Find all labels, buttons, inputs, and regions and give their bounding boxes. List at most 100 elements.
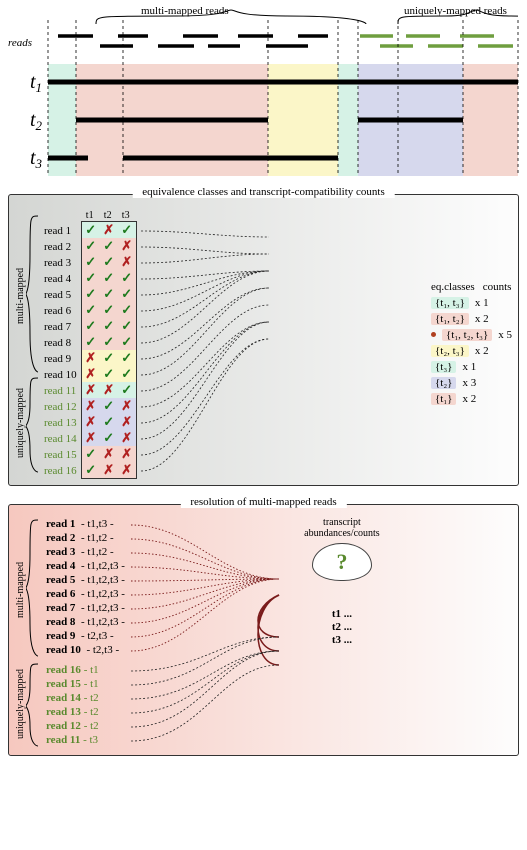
tick-icon: ✓ [82,222,100,238]
reads-axis-label: reads [8,37,46,49]
matrix-row: ✓✓✗ [82,254,136,270]
tick-icon: ✓ [100,318,118,334]
matrix-row: ✓✓✓ [82,286,136,302]
read-label: read 2 [44,239,77,255]
matrix-row: ✗✓✗ [82,398,136,414]
read-label: read 15 [44,447,77,463]
transcripts-svg: t1t2t3 [46,60,518,180]
matrix-row: ✓✗✗ [82,462,136,478]
read-label: read 10 [44,367,77,383]
dot-icon [431,332,436,337]
cross-icon: ✗ [118,254,136,270]
eq-header-classes: eq.classes [431,281,475,293]
cross-icon: ✗ [82,414,100,430]
tick-icon: ✓ [118,270,136,286]
res-row: read 5 - t1,t2,t3 - [46,573,125,587]
eq-row: {t₁, t₃}x 1 [431,295,512,310]
tick-icon: ✓ [82,334,100,350]
matrix-row: ✓✓✓ [82,334,136,350]
read-label: read 7 [44,319,77,335]
read-label: read 6 [44,303,77,319]
res-row: read 2 - t1,t2 - [46,531,125,545]
left-braces-icon [26,214,40,474]
col-header: t1 [81,210,99,221]
tick-icon: ✓ [100,414,118,430]
tick-icon: ✓ [82,462,100,478]
matrix-row: ✓✗✗ [82,446,136,462]
read-label: read 8 [44,335,77,351]
res-row: read 13 - t2 [46,705,125,719]
tick-icon: ✓ [100,366,118,382]
res-panel-title: resolution of multi-mapped reads [180,496,346,508]
tick-icon: ✓ [82,238,100,254]
read-label: read 12 [44,399,77,415]
eq-panel-title: equivalence classes and transcript-compa… [132,186,395,198]
matrix-row: ✗✓✗ [82,414,136,430]
read-label: read 3 [44,255,77,271]
cross-icon: ✗ [100,462,118,478]
cross-icon: ✗ [82,430,100,446]
tick-icon: ✓ [100,302,118,318]
unique-label: uniquely-mapped reads [404,5,507,17]
read-label: read 16 [44,463,77,479]
eq-panel: equivalence classes and transcript-compa… [8,194,519,486]
output-transcripts: t1 ...t2 ...t3 ... [332,607,352,647]
res-row: read 1 - t1,t3 - [46,517,125,531]
tick-icon: ✓ [82,270,100,286]
cloud-icon: ? [312,543,372,581]
side-unique: uniquely-mapped [15,377,26,469]
tick-icon: ✓ [82,286,100,302]
matrix-row: ✗✓✗ [82,430,136,446]
tick-icon: ✓ [100,254,118,270]
tick-icon: ✓ [100,238,118,254]
tick-icon: ✓ [100,430,118,446]
matrix-row: ✓✓✓ [82,318,136,334]
tick-icon: ✓ [118,334,136,350]
tick-icon: ✓ [82,318,100,334]
matrix-row: ✗✓✓ [82,350,136,366]
tick-icon: ✓ [118,302,136,318]
out-transcript: t3 ... [332,634,352,646]
matrix-grid: ✓✗✓✓✓✗✓✓✗✓✓✓✓✓✓✓✓✓✓✓✓✓✓✓✗✓✓✗✓✓✗✗✓✗✓✗✗✓✗✗… [81,221,137,479]
read-labels: read 1read 2read 3read 4read 5read 6read… [44,210,77,479]
res-row: read 9 - t2,t3 - [46,629,125,643]
res-row: read 6 - t1,t2,t3 - [46,587,125,601]
read-label: read 1 [44,223,77,239]
tick-icon: ✓ [100,286,118,302]
res-row: read 15 - t1 [46,677,125,691]
res-side-multi: multi-mapped [15,521,26,659]
cross-icon: ✗ [118,398,136,414]
cross-icon: ✗ [118,414,136,430]
tick-icon: ✓ [82,302,100,318]
eq-count: x 3 [462,377,476,389]
multi-label: multi-mapped reads [141,5,229,17]
res-row: read 12 - t2 [46,719,125,733]
cross-icon: ✗ [82,350,100,366]
tick-icon: ✓ [82,446,100,462]
matrix-row: ✓✓✓ [82,302,136,318]
cross-icon: ✗ [100,446,118,462]
cross-icon: ✗ [82,382,100,398]
eq-count: x 1 [475,297,489,309]
cross-icon: ✗ [100,382,118,398]
eq-count: x 2 [475,313,489,325]
res-row: read 11 - t3 [46,733,125,747]
eq-count: x 5 [498,329,512,341]
cross-icon: ✗ [82,398,100,414]
eq-set: {t₁} [431,393,456,405]
eq-set: {t₁, t₂, t₃} [442,329,492,341]
tick-icon: ✓ [118,286,136,302]
eq-set: {t₃} [431,361,456,373]
eq-count: x 1 [462,361,476,373]
tick-icon: ✓ [100,350,118,366]
matrix-row: ✓✗✓ [82,222,136,238]
tick-icon: ✓ [100,398,118,414]
cloud-q: ? [336,549,347,575]
matrix-row: ✗✗✓ [82,382,136,398]
res-row: read 10 - t2,t3 - [46,643,125,657]
res-side-unique: uniquely-mapped [15,663,26,745]
cross-icon: ✗ [118,238,136,254]
cross-icon: ✗ [118,430,136,446]
eq-header-counts: counts [483,281,512,293]
tick-icon: ✓ [100,270,118,286]
